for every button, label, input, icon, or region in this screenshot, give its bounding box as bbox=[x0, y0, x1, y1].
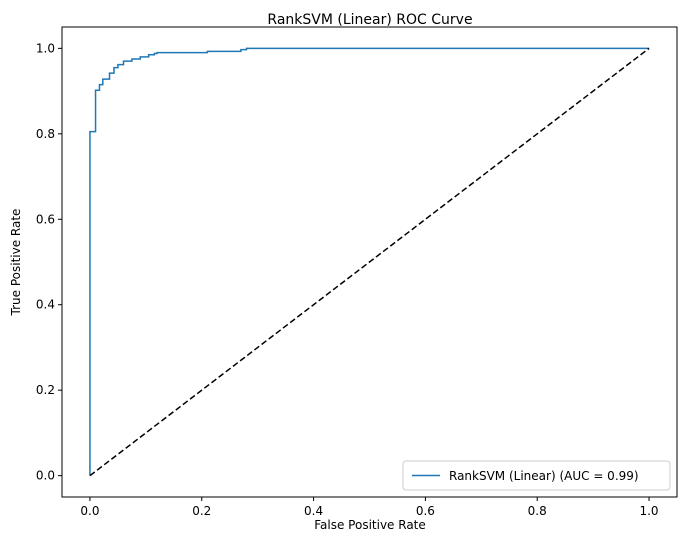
x-tick-label: 1.0 bbox=[639, 504, 658, 518]
chance-diagonal-line bbox=[89, 47, 650, 477]
x-tick-label: 0.0 bbox=[80, 504, 99, 518]
y-tick-label: 0.6 bbox=[36, 212, 55, 226]
legend-box bbox=[402, 460, 671, 491]
x-tick-label: 0.8 bbox=[528, 504, 547, 518]
y-tick-label: 0.2 bbox=[36, 383, 55, 397]
y-axis: 0.0 0.2 0.4 0.6 0.8 1.0 bbox=[36, 41, 62, 483]
y-tick-label: 0.8 bbox=[36, 127, 55, 141]
x-tick-label: 0.4 bbox=[304, 504, 323, 518]
x-tick-label: 0.6 bbox=[416, 504, 435, 518]
x-axis-label: False Positive Rate bbox=[314, 518, 426, 532]
legend: RankSVM (Linear) (AUC = 0.99) bbox=[402, 460, 671, 491]
series-layer bbox=[89, 47, 650, 477]
plot-frame bbox=[61, 26, 678, 498]
legend-label: RankSVM (Linear) (AUC = 0.99) bbox=[449, 469, 639, 483]
roc-curve-line bbox=[89, 47, 650, 476]
y-tick-label: 0.0 bbox=[36, 469, 55, 483]
x-axis: 0.0 0.2 0.4 0.6 0.8 1.0 bbox=[80, 497, 659, 518]
y-tick-label: 0.4 bbox=[36, 298, 55, 312]
y-axis-label: True Positive Rate bbox=[9, 209, 23, 317]
y-tick-label: 1.0 bbox=[36, 41, 55, 55]
chart-title: RankSVM (Linear) ROC Curve bbox=[267, 12, 472, 28]
x-tick-label: 0.2 bbox=[192, 504, 211, 518]
